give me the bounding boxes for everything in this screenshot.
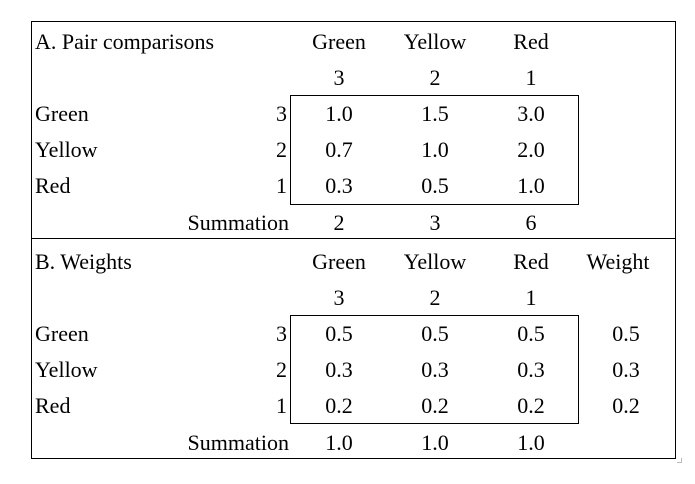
row-rank-red-a: 1 xyxy=(276,173,287,198)
matrix-box-b xyxy=(290,315,579,424)
col-rank-yellow-b: 2 xyxy=(429,285,441,310)
section-b-title: B. Weights xyxy=(35,249,132,274)
col-rank-green-a: 3 xyxy=(333,65,345,90)
summation-a-red: 6 xyxy=(525,210,537,235)
col-header-yellow-a: Yellow xyxy=(403,29,467,54)
col-header-green-a: Green xyxy=(312,29,366,54)
col-header-red-b: Red xyxy=(513,249,549,274)
cell-a-green-red: 3.0 xyxy=(517,101,545,126)
col-header-yellow-b: Yellow xyxy=(403,249,467,274)
row-label-red-b: Red xyxy=(35,393,71,418)
section-a-title: A. Pair comparisons xyxy=(35,29,215,54)
cell-a-yellow-yellow: 1.0 xyxy=(421,137,449,162)
corner-mark xyxy=(677,458,682,463)
cell-b-red-green: 0.2 xyxy=(325,393,353,418)
cell-b-yellow-green: 0.3 xyxy=(325,357,353,382)
row-rank-green-b: 3 xyxy=(276,321,287,346)
cell-b-yellow-red: 0.3 xyxy=(517,357,545,382)
cell-b-yellow-yellow: 0.3 xyxy=(421,357,449,382)
summation-label-b: Summation xyxy=(187,430,289,455)
weight-b-red: 0.2 xyxy=(612,393,640,418)
summation-a-yellow: 3 xyxy=(429,210,441,235)
cell-b-red-yellow: 0.2 xyxy=(421,393,449,418)
col-header-weight-b: Weight xyxy=(586,249,650,274)
summation-label-a: Summation xyxy=(187,210,289,235)
row-label-green-a: Green xyxy=(35,101,89,126)
col-header-red-a: Red xyxy=(513,29,549,54)
cell-b-green-yellow: 0.5 xyxy=(421,321,449,346)
cell-a-red-red: 1.0 xyxy=(517,173,545,198)
cell-b-green-red: 0.5 xyxy=(517,321,545,346)
row-rank-yellow-a: 2 xyxy=(276,137,287,162)
summation-b-green: 1.0 xyxy=(325,430,353,455)
col-rank-red-a: 1 xyxy=(525,65,537,90)
col-rank-yellow-a: 2 xyxy=(429,65,441,90)
cell-a-green-green: 1.0 xyxy=(325,101,353,126)
cell-a-red-yellow: 0.5 xyxy=(421,173,449,198)
row-label-yellow-a: Yellow xyxy=(35,137,98,162)
col-header-green-b: Green xyxy=(312,249,366,274)
weight-b-green: 0.5 xyxy=(612,321,640,346)
row-label-green-b: Green xyxy=(35,321,89,346)
weight-b-yellow: 0.3 xyxy=(612,357,640,382)
row-label-red-a: Red xyxy=(35,173,71,198)
summation-a-green: 2 xyxy=(333,210,345,235)
table-frame xyxy=(31,21,676,459)
summation-b-red: 1.0 xyxy=(517,430,545,455)
cell-b-green-green: 0.5 xyxy=(325,321,353,346)
cell-a-yellow-green: 0.7 xyxy=(325,137,353,162)
col-rank-red-b: 1 xyxy=(525,285,537,310)
matrix-box-a xyxy=(290,95,579,205)
col-rank-green-b: 3 xyxy=(333,285,345,310)
row-rank-green-a: 3 xyxy=(276,101,287,126)
cell-b-red-red: 0.2 xyxy=(517,393,545,418)
row-label-yellow-b: Yellow xyxy=(35,357,98,382)
section-divider xyxy=(31,238,676,239)
row-rank-yellow-b: 2 xyxy=(276,357,287,382)
cell-a-red-green: 0.3 xyxy=(325,173,353,198)
row-rank-red-b: 1 xyxy=(276,393,287,418)
cell-a-green-yellow: 1.5 xyxy=(421,101,449,126)
cell-a-yellow-red: 2.0 xyxy=(517,137,545,162)
summation-b-yellow: 1.0 xyxy=(421,430,449,455)
